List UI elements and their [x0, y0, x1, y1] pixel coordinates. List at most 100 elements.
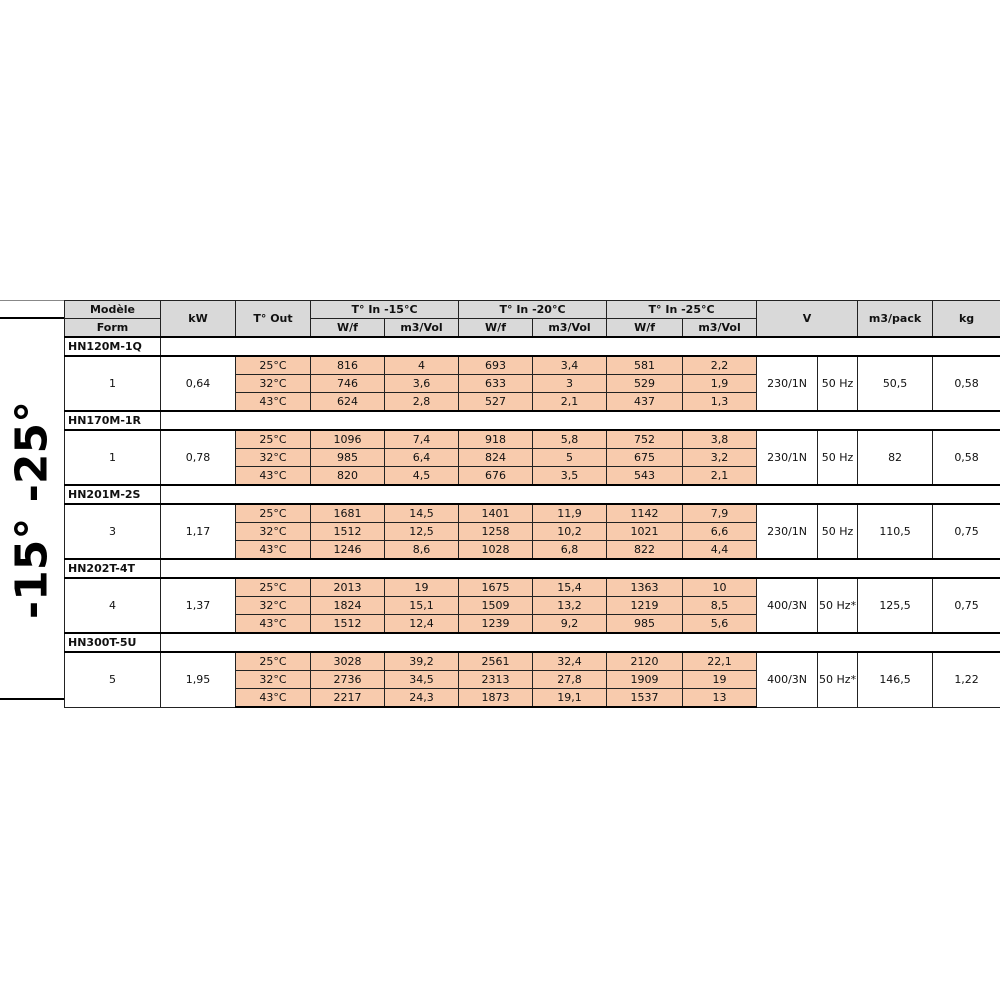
wf-15-cell: 816	[310, 355, 385, 375]
wf-20-cell: 1509	[458, 596, 534, 615]
wf-15-cell: 820	[310, 466, 385, 486]
kw-cell: 0,64	[160, 355, 236, 412]
form-cell: 3	[64, 503, 161, 560]
m3pack-cell: 125,5	[857, 577, 934, 634]
m3vol-20-cell: 3	[532, 374, 608, 393]
tout-cell: 43°C	[235, 466, 311, 486]
wf-25-cell: 1363	[606, 577, 684, 597]
header-wf: W/f	[458, 318, 534, 338]
m3vol-20-cell: 32,4	[532, 651, 608, 671]
frequency-cell: 50 Hz*	[817, 577, 859, 634]
tout-cell: 25°C	[235, 503, 311, 523]
divider	[0, 317, 64, 319]
m3vol-25-cell: 8,5	[682, 596, 758, 615]
header-tin-20: T° In -20°C	[458, 300, 608, 319]
m3vol-15-cell: 14,5	[383, 503, 460, 523]
model-name: HN120M-1Q	[64, 336, 161, 357]
wf-15-cell: 1824	[310, 596, 385, 615]
table-row: 32°C 985 6,4 824 5 675 3,2	[65, 448, 1000, 467]
kw-cell: 1,17	[160, 503, 236, 560]
wf-20-cell: 1028	[458, 540, 534, 560]
wf-25-cell: 985	[606, 614, 684, 634]
wf-25-cell: 1537	[606, 688, 684, 708]
wf-20-cell: 1401	[458, 503, 534, 523]
model-name: HN201M-2S	[64, 484, 161, 505]
voltage-cell: 230/1N	[756, 355, 819, 412]
wf-20-cell: 918	[458, 429, 534, 449]
specs-table: Modèle kW T° Out T° In -15°C T° In -20°C…	[64, 300, 1000, 708]
temperature-range-panel: -15° -25°	[0, 300, 64, 700]
header-tin-15: T° In -15°C	[309, 300, 460, 319]
m3vol-20-cell: 11,9	[532, 503, 608, 523]
header-row: Modèle kW T° Out T° In -15°C T° In -20°C…	[64, 300, 1000, 338]
table-row: 32°C 2736 34,5 2313 27,8 1909 19	[65, 670, 1000, 689]
wf-20-cell: 676	[458, 466, 534, 486]
frequency-cell: 50 Hz*	[817, 651, 859, 708]
model-name: HN170M-1R	[64, 410, 161, 431]
model-row: HN300T-5U	[64, 632, 1000, 653]
m3vol-20-cell: 6,8	[532, 540, 608, 560]
wf-20-cell: 1258	[458, 522, 534, 541]
table-row: 43°C 820 4,5 676 3,5 543 2,1	[65, 466, 1000, 486]
m3vol-15-cell: 4	[383, 355, 460, 375]
table-row: 32°C 1824 15,1 1509 13,2 1219 8,5	[65, 596, 1000, 615]
m3vol-20-cell: 9,2	[532, 614, 608, 634]
tout-cell: 32°C	[235, 522, 311, 541]
divider	[0, 300, 64, 301]
wf-25-cell: 2120	[606, 651, 684, 671]
header-kw: kW	[160, 300, 236, 338]
kg-cell: 0,58	[932, 355, 1000, 412]
wf-25-cell: 1142	[606, 503, 684, 523]
m3vol-20-cell: 19,1	[532, 688, 608, 708]
voltage-cell: 230/1N	[756, 429, 819, 486]
m3vol-25-cell: 1,9	[682, 374, 758, 393]
wf-20-cell: 1239	[458, 614, 534, 634]
wf-20-cell: 693	[458, 355, 534, 375]
m3vol-20-cell: 3,5	[532, 466, 608, 486]
m3vol-15-cell: 39,2	[383, 651, 460, 671]
table-row: 43°C 1512 12,4 1239 9,2 985 5,6	[65, 614, 1000, 634]
wf-15-cell: 1512	[310, 614, 385, 634]
m3vol-25-cell: 7,9	[682, 503, 758, 523]
header-m3vol: m3/Vol	[532, 318, 608, 338]
tout-cell: 32°C	[235, 596, 311, 615]
kw-cell: 1,37	[160, 577, 236, 634]
frequency-cell: 50 Hz	[817, 429, 859, 486]
m3vol-25-cell: 2,2	[682, 355, 758, 375]
m3vol-25-cell: 3,8	[682, 429, 758, 449]
wf-25-cell: 437	[606, 392, 684, 412]
m3vol-25-cell: 22,1	[682, 651, 758, 671]
header-form: Form	[64, 318, 161, 338]
wf-25-cell: 675	[606, 448, 684, 467]
wf-25-cell: 822	[606, 540, 684, 560]
m3vol-15-cell: 24,3	[383, 688, 460, 708]
kg-cell: 0,75	[932, 503, 1000, 560]
kg-cell: 1,22	[932, 651, 1000, 708]
m3vol-15-cell: 4,5	[383, 466, 460, 486]
m3vol-25-cell: 6,6	[682, 522, 758, 541]
kw-cell: 0,78	[160, 429, 236, 486]
kg-cell: 0,75	[932, 577, 1000, 634]
m3vol-25-cell: 2,1	[682, 466, 758, 486]
table-row: 43°C 624 2,8 527 2,1 437 1,3	[65, 392, 1000, 412]
tout-cell: 32°C	[235, 670, 311, 689]
wf-15-cell: 746	[310, 374, 385, 393]
tout-cell: 43°C	[235, 540, 311, 560]
header-m3vol: m3/Vol	[682, 318, 758, 338]
tout-cell: 43°C	[235, 688, 311, 708]
form-cell: 1	[64, 429, 161, 486]
m3vol-20-cell: 3,4	[532, 355, 608, 375]
wf-25-cell: 752	[606, 429, 684, 449]
tout-cell: 43°C	[235, 614, 311, 634]
header-m3pack: m3/pack	[857, 300, 934, 338]
m3pack-cell: 50,5	[857, 355, 934, 412]
header-kg: kg	[932, 300, 1000, 338]
table-row: 5 1,95 25°C 3028 39,2 2561 32,4 2120 22,1 400/3N 5…	[64, 651, 1000, 708]
wf-20-cell: 1873	[458, 688, 534, 708]
table-row: 32°C 1512 12,5 1258 10,2 1021 6,6	[65, 522, 1000, 541]
m3vol-25-cell: 5,6	[682, 614, 758, 634]
model-row: HN201M-2S	[64, 484, 1000, 505]
model-row: HN120M-1Q	[64, 336, 1000, 357]
wf-15-cell: 1246	[310, 540, 385, 560]
table-row: 32°C 746 3,6 633 3 529 1,9	[65, 374, 1000, 393]
